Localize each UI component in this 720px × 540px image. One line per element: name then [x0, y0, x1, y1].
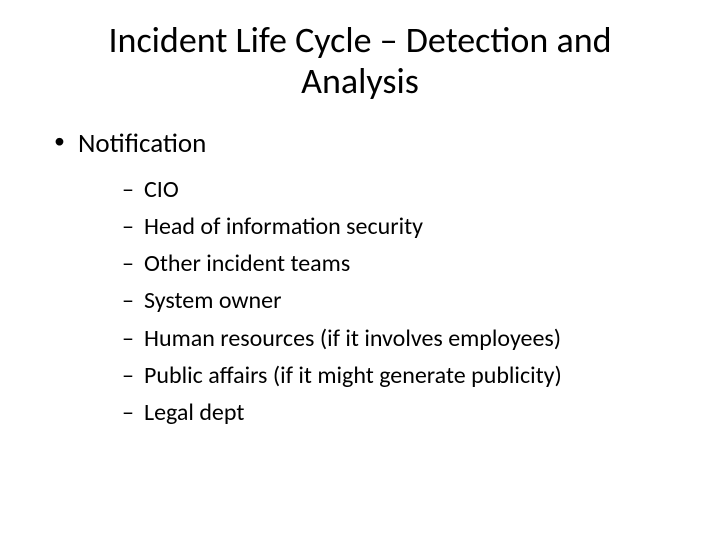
level2-item: Legal dept	[122, 397, 680, 428]
level2-item: Other incident teams	[122, 248, 680, 279]
level2-item: Head of information security	[122, 211, 680, 242]
level1-label: Notification	[78, 127, 206, 160]
level2-item: System owner	[122, 285, 680, 316]
level1-item-notification: Notification CIO Head of information sec…	[50, 127, 680, 428]
level1-bullet-list: Notification CIO Head of information sec…	[40, 127, 680, 428]
level2-item: Human resources (if it involves employee…	[122, 323, 680, 354]
level2-item: CIO	[122, 174, 680, 205]
level2-bullet-list: CIO Head of information security Other i…	[78, 174, 680, 428]
slide-title: Incident Life Cycle – Detection and Anal…	[40, 20, 680, 103]
level2-item: Public affairs (if it might generate pub…	[122, 360, 680, 391]
